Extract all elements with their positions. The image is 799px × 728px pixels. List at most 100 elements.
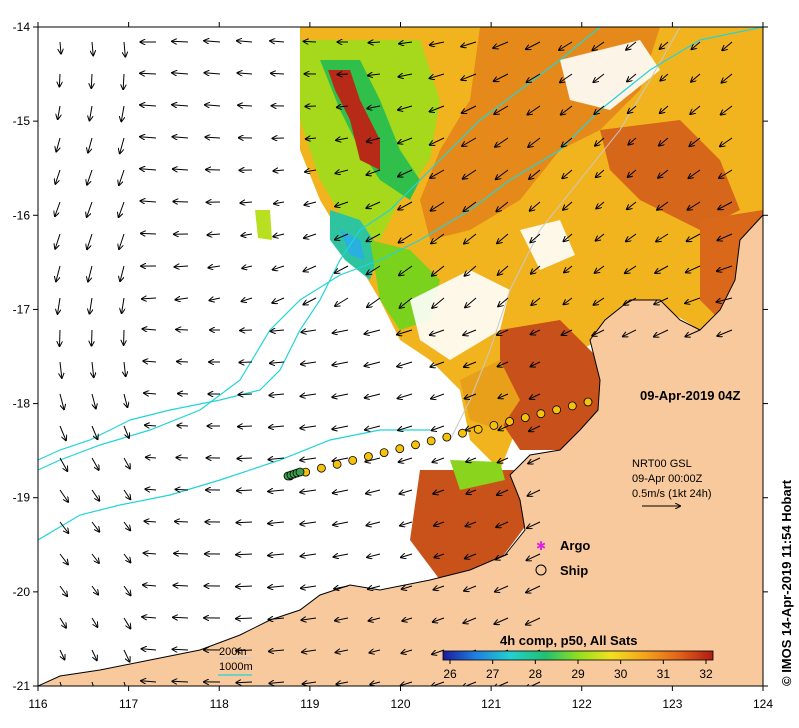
current-arrow [140, 137, 157, 138]
current-arrow [461, 41, 477, 47]
current-arrow [124, 393, 127, 407]
current-arrow [530, 233, 541, 242]
current-arrow [627, 201, 637, 209]
current-arrow [173, 169, 189, 170]
contour-1000-label: 1000m [219, 661, 253, 673]
current-arrow [59, 521, 68, 533]
current-arrow [365, 425, 381, 430]
current-arrow [268, 490, 285, 492]
current-arrow [368, 74, 381, 76]
current-arrow [87, 201, 93, 217]
current-arrow [494, 617, 509, 624]
current-arrow [656, 233, 669, 242]
current-vectors [55, 41, 733, 686]
current-arrow [88, 137, 93, 153]
current-arrow [370, 682, 381, 685]
current-arrow [496, 169, 509, 179]
current-arrow [237, 522, 253, 523]
current-arrow [238, 73, 253, 74]
contour-1000m-a [38, 27, 763, 471]
current-arrow [236, 586, 253, 587]
current-arrow [177, 362, 189, 363]
x-tick-label: 121 [481, 697, 501, 711]
current-arrow [498, 297, 509, 306]
current-arrow [660, 41, 669, 49]
current-arrow [146, 457, 157, 458]
current-arrow [123, 425, 129, 438]
current-arrow [173, 649, 189, 650]
ship-position [363, 452, 373, 461]
current-arrow [499, 426, 509, 430]
x-tick-label: 119 [300, 697, 319, 711]
current-arrow [367, 138, 381, 142]
current-arrow [432, 457, 445, 462]
current-arrow [238, 105, 253, 106]
current-source-label: NRT00 GSL [632, 458, 692, 470]
current-arrow [237, 490, 253, 491]
y-tick-label: -17 [13, 302, 31, 316]
current-arrow [367, 265, 381, 274]
current-arrow [120, 265, 125, 281]
current-arrow [399, 457, 413, 462]
current-arrow [122, 297, 124, 313]
current-arrow [494, 73, 509, 81]
current-arrow [60, 329, 61, 346]
current-arrow [335, 201, 349, 207]
current-arrow [59, 553, 68, 564]
current-arrow [238, 426, 253, 427]
current-arrow [434, 522, 445, 526]
current-time-label: 09-Apr 00:00Z [632, 473, 703, 485]
ship-position [458, 428, 467, 438]
current-arrow [144, 393, 157, 394]
land-mass [38, 214, 763, 686]
current-arrow [689, 169, 701, 178]
current-arrow [399, 489, 413, 494]
current-arrow [176, 330, 189, 331]
current-arrow [431, 201, 445, 211]
current-arrow [301, 554, 317, 556]
current-arrow [596, 233, 605, 241]
current-arrow [172, 105, 189, 106]
current-arrow [432, 265, 445, 276]
current-arrow [366, 490, 381, 494]
current-arrow [91, 73, 92, 88]
current-arrow [596, 201, 605, 209]
current-arrow [464, 361, 477, 367]
current-arrow [689, 137, 701, 146]
current-arrow [464, 585, 477, 591]
credit-label: © IMOS 14-Apr-2019 11:54 Hobart [779, 479, 794, 686]
current-arrow [497, 233, 509, 243]
current-arrow [173, 202, 189, 203]
current-arrow [336, 170, 349, 173]
current-arrow [124, 361, 126, 376]
current-arrow [176, 298, 189, 300]
colorbar-tick-label: 30 [614, 667, 628, 681]
current-arrow [143, 361, 157, 362]
current-arrow [498, 457, 509, 463]
current-arrow [332, 394, 349, 397]
current-arrow [498, 394, 509, 398]
current-arrow [305, 170, 317, 172]
current-arrow [123, 553, 130, 562]
contour-200-label: 200m [219, 646, 247, 658]
current-arrow [239, 362, 253, 363]
current-arrow [432, 297, 445, 308]
current-arrow [691, 73, 701, 82]
current-arrow [718, 201, 733, 209]
current-arrow [91, 649, 97, 660]
current-arrow [531, 265, 541, 274]
current-arrow [366, 522, 381, 526]
current-arrow [685, 297, 701, 303]
current-arrow [123, 521, 130, 530]
current-arrow [627, 73, 637, 82]
current-arrow [722, 73, 733, 83]
current-arrow [204, 41, 221, 42]
current-arrow [462, 137, 477, 146]
current-arrow [59, 617, 66, 628]
current-arrow [564, 233, 573, 241]
current-arrow [530, 393, 541, 399]
current-arrow [334, 586, 349, 589]
current-arrow [119, 201, 125, 217]
current-arrow [400, 297, 413, 308]
current-arrow [268, 586, 285, 588]
